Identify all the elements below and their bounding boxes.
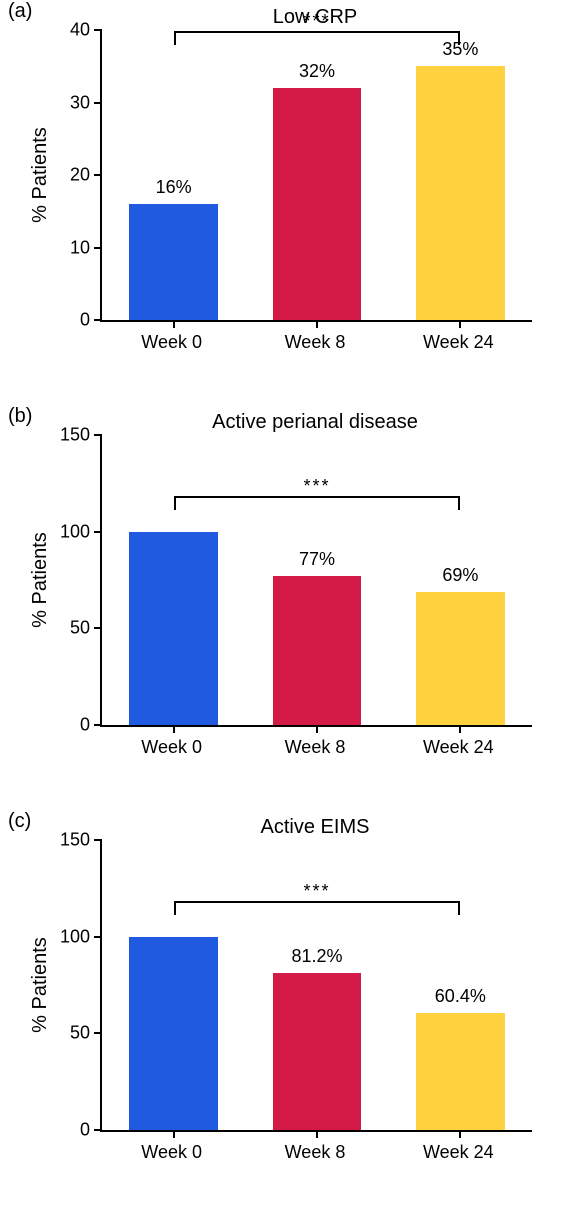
x-tick-label: Week 24 xyxy=(398,332,518,353)
x-tick xyxy=(459,725,461,733)
chart-title: Active EIMS xyxy=(100,816,530,839)
bar-value-label: 81.2% xyxy=(257,946,377,967)
y-tick-label: 0 xyxy=(50,310,90,331)
chart-title: Active perianal disease xyxy=(100,411,530,434)
x-tick xyxy=(173,1130,175,1138)
y-tick-label: 100 xyxy=(50,521,90,542)
y-tick-label: 10 xyxy=(50,237,90,258)
significance-stars: *** xyxy=(174,476,461,497)
bar-value-label: 16% xyxy=(114,177,234,198)
bar-value-label: 77% xyxy=(257,549,377,570)
y-tick-label: 50 xyxy=(50,1023,90,1044)
x-tick xyxy=(459,320,461,328)
significance-stars: *** xyxy=(174,881,461,902)
y-tick xyxy=(94,29,102,31)
y-tick-label: 100 xyxy=(50,926,90,947)
x-tick-label: Week 8 xyxy=(255,332,375,353)
x-tick-label: Week 24 xyxy=(398,737,518,758)
y-axis-label: % Patients xyxy=(28,840,52,1130)
y-tick xyxy=(94,531,102,533)
plot-area: 05010015077%69%*** xyxy=(100,435,532,727)
bar-week-0 xyxy=(129,532,218,725)
y-tick xyxy=(94,102,102,104)
bar-week-24 xyxy=(416,1013,505,1130)
panel-c: (c) Active EIMS 0 50 100 150 81.2% 60.4% *** % Pa… xyxy=(0,810,572,1209)
y-tick xyxy=(94,319,102,321)
y-tick xyxy=(94,936,102,938)
bar-week-8 xyxy=(273,576,362,725)
bar-value-label: 32% xyxy=(257,61,377,82)
panel-b: (b) Active perianal disease 0 50 100 150 77% 69… xyxy=(0,405,572,804)
y-tick xyxy=(94,247,102,249)
x-tick-label: Week 0 xyxy=(112,737,232,758)
bar-week-0 xyxy=(129,937,218,1130)
panel-label: (a) xyxy=(8,0,32,23)
bar-value-label: 60.4% xyxy=(400,986,520,1007)
y-tick-label: 30 xyxy=(50,92,90,113)
y-tick-label: 150 xyxy=(50,830,90,851)
bar-week-8 xyxy=(273,973,362,1130)
y-tick xyxy=(94,174,102,176)
panel-a: (a)Low CRP01020304016%32%35%***% Patient… xyxy=(0,0,572,399)
panel-label: (b) xyxy=(8,405,32,428)
y-axis-label: % Patients xyxy=(28,30,52,320)
y-tick xyxy=(94,839,102,841)
y-tick-label: 50 xyxy=(50,618,90,639)
plot-area: 01020304016%32%35%*** xyxy=(100,30,532,322)
x-tick xyxy=(316,320,318,328)
panel-label: (c) xyxy=(8,810,31,833)
x-tick xyxy=(173,725,175,733)
x-tick xyxy=(459,1130,461,1138)
bar-value-label: 35% xyxy=(400,39,520,60)
x-tick-label: Week 24 xyxy=(398,1142,518,1163)
x-tick-label: Week 0 xyxy=(112,332,232,353)
bar-week-8 xyxy=(273,88,362,320)
x-tick xyxy=(173,320,175,328)
y-tick xyxy=(94,1129,102,1131)
plot-area: 05010015081.2%60.4%*** xyxy=(100,840,532,1132)
figure: (a)Low CRP01020304016%32%35%***% Patient… xyxy=(0,0,572,1209)
x-tick xyxy=(316,1130,318,1138)
y-tick xyxy=(94,434,102,436)
x-tick-label: Week 8 xyxy=(255,1142,375,1163)
y-tick xyxy=(94,724,102,726)
significance-stars: *** xyxy=(174,11,461,32)
x-tick xyxy=(316,725,318,733)
x-tick-label: Week 0 xyxy=(112,1142,232,1163)
bar-week-24 xyxy=(416,592,505,725)
y-tick xyxy=(94,1032,102,1034)
y-tick-label: 20 xyxy=(50,165,90,186)
y-tick-label: 0 xyxy=(50,1120,90,1141)
bar-week-24 xyxy=(416,66,505,320)
y-axis-label: % Patients xyxy=(28,435,52,725)
y-tick-label: 0 xyxy=(50,715,90,736)
y-tick xyxy=(94,627,102,629)
y-tick-label: 150 xyxy=(50,425,90,446)
bar-value-label: 69% xyxy=(400,565,520,586)
bar-week-0 xyxy=(129,204,218,320)
x-tick-label: Week 8 xyxy=(255,737,375,758)
y-tick-label: 40 xyxy=(50,20,90,41)
